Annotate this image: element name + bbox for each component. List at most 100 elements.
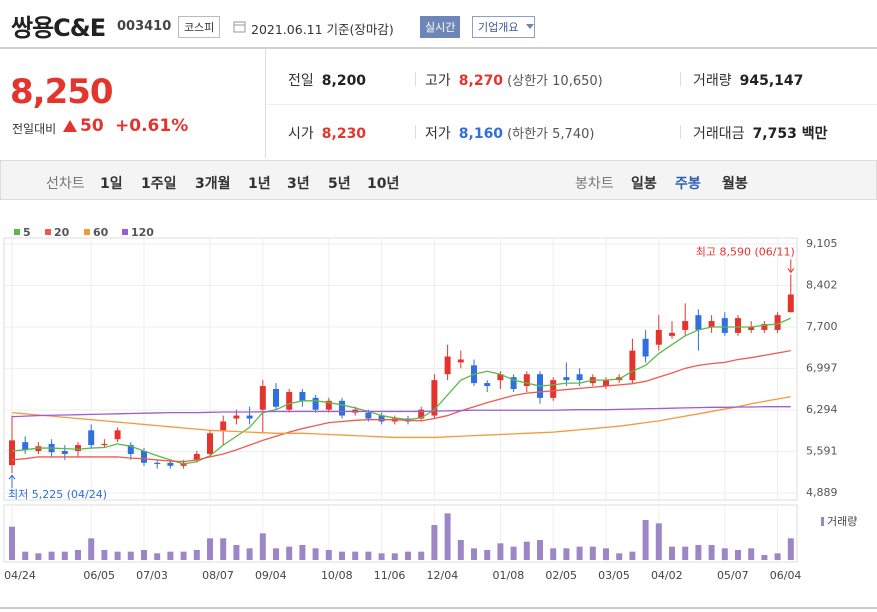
ma-line bbox=[11, 396, 791, 439]
volume-bar bbox=[629, 551, 636, 560]
calendar-icon bbox=[233, 21, 246, 33]
candle-body bbox=[61, 451, 68, 454]
tab[interactable]: 5년 bbox=[328, 176, 351, 192]
y-tick-label: 6,294 bbox=[806, 403, 838, 416]
volume-bar bbox=[207, 538, 213, 560]
legend-label: 60 bbox=[93, 226, 109, 239]
tab[interactable]: 주봉 bbox=[675, 176, 701, 192]
y-tick-label: 6,997 bbox=[806, 362, 838, 375]
volume-bar bbox=[616, 553, 623, 560]
volume-bar bbox=[233, 545, 240, 560]
legend-swatch bbox=[122, 229, 128, 235]
volume-bar bbox=[444, 513, 451, 560]
y-tick-label: 4,889 bbox=[806, 486, 838, 499]
stat: 거래대금 7,753 백만 bbox=[693, 123, 827, 143]
stat: 고가 8,270 (상한가 10,650) bbox=[425, 70, 603, 90]
candle-body bbox=[312, 397, 319, 410]
candle-body bbox=[787, 294, 794, 313]
volume-bar bbox=[523, 541, 530, 560]
volume-bar bbox=[22, 551, 29, 560]
volume-bar bbox=[787, 538, 794, 560]
change-label: 전일대비 bbox=[12, 122, 57, 136]
candle-body bbox=[233, 415, 240, 419]
ma-line bbox=[11, 317, 792, 465]
volume-bar bbox=[246, 548, 253, 560]
candle-body bbox=[339, 400, 345, 416]
tab[interactable]: 3개월 bbox=[195, 176, 231, 192]
legend-swatch bbox=[14, 229, 20, 235]
stat-label: 거래량 bbox=[693, 73, 732, 89]
tab[interactable]: 3년 bbox=[287, 176, 310, 192]
candle-body bbox=[325, 400, 332, 410]
candle-body bbox=[682, 321, 689, 330]
volume-bar bbox=[655, 523, 662, 560]
tab[interactable]: 10년 bbox=[367, 176, 400, 192]
stat-label: 저가 bbox=[425, 126, 451, 142]
volume-bar bbox=[761, 555, 768, 560]
volume-bar bbox=[114, 551, 121, 560]
candle-body bbox=[114, 430, 121, 440]
stat: 시가 8,230 bbox=[288, 123, 366, 143]
volume-bar bbox=[497, 543, 504, 560]
tab[interactable]: 1일 bbox=[100, 176, 123, 192]
x-tick-label: 06/04 bbox=[770, 569, 802, 582]
tab[interactable]: 1년 bbox=[248, 176, 271, 192]
price: 8,250 bbox=[10, 72, 114, 112]
volume-bar bbox=[35, 553, 42, 560]
x-tick-label: 10/08 bbox=[321, 569, 353, 582]
volume-bar bbox=[75, 550, 81, 560]
volume-bar bbox=[193, 550, 200, 560]
tab[interactable]: 일봉 bbox=[631, 176, 657, 192]
volume-bar bbox=[154, 553, 161, 560]
candle-body bbox=[774, 315, 781, 330]
tab[interactable]: 월봉 bbox=[722, 176, 748, 192]
volume-bar bbox=[721, 548, 728, 560]
volume-bar bbox=[352, 551, 359, 560]
volume-bar bbox=[405, 551, 411, 560]
candle-body bbox=[418, 409, 425, 419]
tab-label: 선차트 bbox=[46, 176, 85, 192]
candle-body bbox=[748, 326, 755, 330]
tab[interactable]: 1주일 bbox=[141, 176, 177, 192]
volume-bar bbox=[695, 545, 702, 560]
tab-label: 봉차트 bbox=[575, 176, 614, 192]
legend-swatch bbox=[84, 229, 90, 235]
min-arrow bbox=[8, 474, 16, 489]
company-button[interactable]: 기업개요 bbox=[472, 16, 536, 38]
volume-legend-swatch bbox=[821, 517, 824, 526]
volume-bar bbox=[431, 525, 438, 560]
volume-bar bbox=[774, 553, 781, 560]
x-tick-label: 12/04 bbox=[427, 569, 459, 582]
stat-note: (하한가 5,740) bbox=[507, 127, 595, 142]
volume-bar bbox=[669, 546, 675, 560]
candle-body bbox=[167, 462, 174, 466]
volume-bar bbox=[273, 548, 279, 560]
stat: 저가 8,160 (하한가 5,740) bbox=[425, 123, 594, 143]
stat-value: 8,270 bbox=[458, 73, 504, 89]
x-tick-label: 08/07 bbox=[202, 569, 234, 582]
candle-body bbox=[154, 462, 161, 465]
candle-body bbox=[431, 380, 438, 416]
volume-bar bbox=[510, 546, 517, 560]
volume-bar bbox=[339, 551, 345, 560]
volume-bar bbox=[365, 551, 372, 560]
candle-body bbox=[259, 386, 266, 410]
y-tick-label: 8,402 bbox=[806, 279, 838, 292]
stat-value: 7,753 bbox=[752, 126, 797, 142]
candle-body bbox=[101, 443, 108, 446]
stat-label: 거래대금 bbox=[693, 126, 745, 142]
realtime-button[interactable]: 실시간 bbox=[420, 16, 461, 38]
candle-body bbox=[88, 430, 95, 446]
candle-body bbox=[761, 324, 768, 330]
candle-body bbox=[457, 359, 464, 363]
volume-bar bbox=[484, 550, 491, 560]
volume-bar bbox=[550, 548, 557, 560]
divider bbox=[265, 49, 266, 158]
divider bbox=[680, 72, 681, 86]
divider bbox=[415, 125, 416, 139]
volume-bar bbox=[563, 548, 570, 560]
stat-value: 8,200 bbox=[321, 73, 367, 89]
stat-unit: 백만 bbox=[801, 126, 828, 142]
candle-body bbox=[286, 391, 293, 410]
volume-bar bbox=[48, 551, 55, 560]
